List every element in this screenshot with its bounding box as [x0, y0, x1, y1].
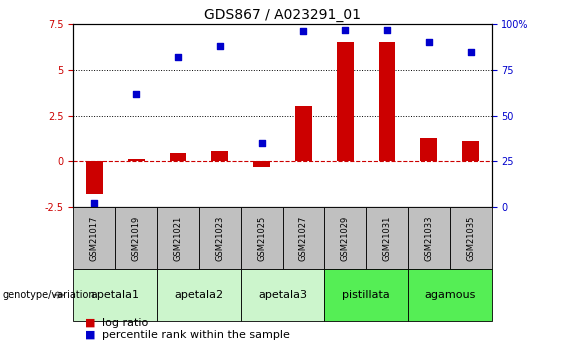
- Text: apetala2: apetala2: [175, 290, 223, 300]
- Bar: [337, 42, 354, 161]
- Text: GSM21035: GSM21035: [466, 215, 475, 261]
- Title: GDS867 / A023291_01: GDS867 / A023291_01: [204, 8, 361, 22]
- Bar: [128, 159, 145, 161]
- Bar: [324, 269, 408, 321]
- Bar: [379, 42, 395, 161]
- Text: GSM21021: GSM21021: [173, 215, 182, 261]
- Bar: [462, 141, 479, 161]
- Point: [341, 27, 350, 32]
- Bar: [170, 153, 186, 161]
- Bar: [211, 151, 228, 161]
- Bar: [115, 207, 157, 269]
- Bar: [157, 269, 241, 321]
- Bar: [241, 207, 282, 269]
- Point: [299, 29, 308, 34]
- Text: genotype/variation: genotype/variation: [3, 290, 95, 300]
- Bar: [86, 161, 103, 194]
- Bar: [324, 207, 366, 269]
- Bar: [199, 207, 241, 269]
- Text: log ratio: log ratio: [102, 318, 148, 327]
- Bar: [420, 138, 437, 161]
- Text: apetala3: apetala3: [258, 290, 307, 300]
- Point: [90, 200, 99, 206]
- Point: [257, 140, 266, 146]
- Point: [466, 49, 475, 54]
- Point: [173, 54, 182, 60]
- Text: GSM21033: GSM21033: [424, 215, 433, 261]
- Text: GSM21031: GSM21031: [383, 215, 392, 261]
- Point: [132, 91, 141, 96]
- Text: apetala1: apetala1: [91, 290, 140, 300]
- Bar: [408, 269, 492, 321]
- Bar: [282, 207, 324, 269]
- Bar: [241, 269, 324, 321]
- Text: pistillata: pistillata: [342, 290, 390, 300]
- Bar: [295, 106, 312, 161]
- Text: percentile rank within the sample: percentile rank within the sample: [102, 330, 290, 339]
- Bar: [73, 207, 115, 269]
- Text: GSM21023: GSM21023: [215, 215, 224, 261]
- Bar: [366, 207, 408, 269]
- Text: GSM21019: GSM21019: [132, 215, 141, 261]
- Text: GSM21027: GSM21027: [299, 215, 308, 261]
- Text: ■: ■: [85, 330, 95, 339]
- Text: agamous: agamous: [424, 290, 475, 300]
- Text: GSM21017: GSM21017: [90, 215, 99, 261]
- Point: [424, 40, 433, 45]
- Text: ■: ■: [85, 318, 95, 327]
- Point: [215, 43, 224, 49]
- Bar: [157, 207, 199, 269]
- Bar: [253, 161, 270, 167]
- Text: GSM21025: GSM21025: [257, 215, 266, 261]
- Bar: [73, 269, 157, 321]
- Point: [383, 27, 392, 32]
- Text: GSM21029: GSM21029: [341, 215, 350, 261]
- Bar: [408, 207, 450, 269]
- Bar: [450, 207, 492, 269]
